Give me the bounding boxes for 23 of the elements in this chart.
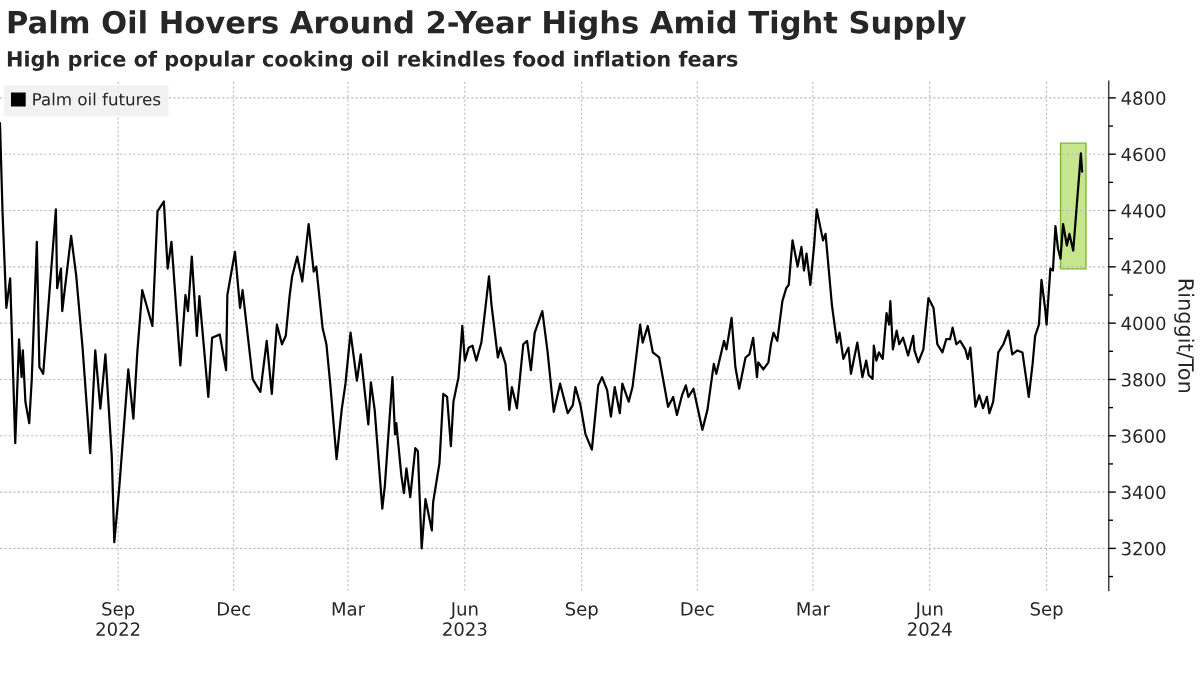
y-axis-title: Ringgit/Ton [1174, 279, 1195, 393]
x-tick-label: Mar [332, 602, 366, 616]
y-tick-label: 4000 [1121, 316, 1166, 331]
chart-subtitle: High price of popular cooking oil rekindles food inflation fears [7, 50, 738, 71]
y-tick-label: 3600 [1121, 429, 1166, 443]
x-tick-label: Dec [681, 602, 714, 616]
x-tick-label: Sep [1030, 602, 1063, 620]
x-tick-label: Sep 2022 [96, 602, 140, 636]
y-tick-label: 3800 [1121, 372, 1166, 387]
x-tick-label: Jun 2023 [443, 602, 487, 636]
y-tick-label: 3400 [1121, 485, 1166, 500]
line-series [0, 122, 1084, 550]
x-tick-label: Dec [218, 602, 251, 616]
y-tick-label: 3200 [1121, 541, 1166, 556]
y-tick-label: 4400 [1121, 203, 1166, 218]
x-tick-label: Mar [797, 602, 830, 616]
y-tick-label: 4800 [1121, 91, 1166, 106]
legend-label: Palm oil futures [33, 92, 161, 106]
x-tick-label: Jun 2024 [908, 602, 952, 636]
y-tick-label: 4200 [1121, 260, 1166, 274]
y-tick-label: 4600 [1121, 147, 1166, 162]
chart-title: Palm Oil Hovers Around 2-Year Highs Amid Tight Supply [8, 10, 966, 40]
x-tick-label: Sep [565, 602, 598, 620]
